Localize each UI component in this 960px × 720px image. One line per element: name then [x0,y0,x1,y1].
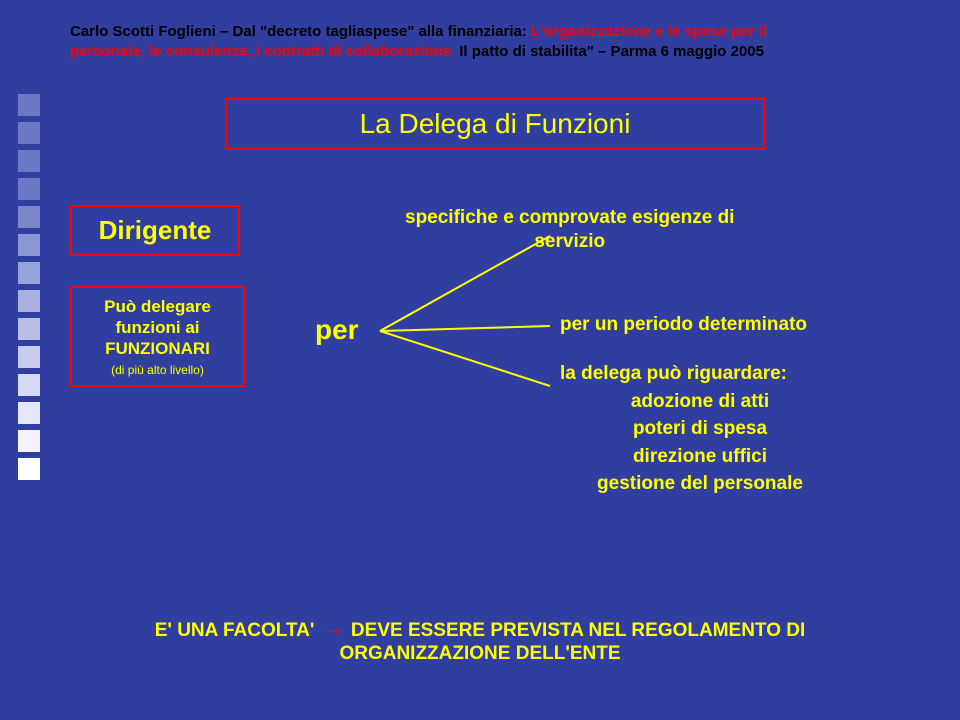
square-icon [18,458,40,480]
header-part-2a: personale, le consulenze, i contratti di… [70,43,455,60]
footer-part-d: ORGANIZZAZIONE DELL'ENTE [339,643,620,664]
footer-text: E' UNA FACOLTA' → DEVE ESSERE PREVISTA N… [0,612,960,665]
dirigente-label: Dirigente [99,215,212,245]
arrow-icon: → [320,612,346,642]
right-line-1: per un periodo determinato [560,311,840,339]
square-icon [18,290,40,312]
square-icon [18,318,40,340]
square-icon [18,262,40,284]
funz-line-1: Può delegare [78,296,237,317]
square-icon [18,150,40,172]
square-icon [18,402,40,424]
dirigente-box: Dirigente [70,205,240,256]
right-column: per un periodo determinato la delega può… [560,311,840,498]
right-line-4: poteri di spesa [560,415,840,443]
right-line-2: la delega può riguardare: [560,360,840,388]
funz-line-2: funzioni ai [78,317,237,338]
square-icon [18,430,40,452]
footer-part-b: ' [310,620,315,641]
square-icon [18,206,40,228]
right-line-3: adozione di atti [560,388,840,416]
title-text: La Delega di Funzioni [360,108,631,139]
per-label: per [315,314,359,346]
header-part-1b: L'organizzazione e le spese per il [531,23,767,40]
row-2: Può delegare funzioni ai FUNZIONARI (di … [70,286,920,388]
square-icon [18,346,40,368]
square-icon [18,122,40,144]
decorative-squares [18,94,42,486]
square-icon [18,178,40,200]
funzionari-box: Può delegare funzioni ai FUNZIONARI (di … [70,286,245,388]
header-part-1a: Carlo Scotti Foglieni – Dal "decreto tag… [70,23,531,40]
title-box: La Delega di Funzioni [225,98,765,150]
footer-part-a: E' UNA FACOLTA [155,620,310,641]
right-line-6: gestione del personale [560,470,840,498]
square-icon [18,374,40,396]
right-line-5: direzione uffici [560,443,840,471]
slide-header: Carlo Scotti Foglieni – Dal "decreto tag… [70,22,920,63]
funz-sub: (di più alto livello) [78,363,237,377]
square-icon [18,234,40,256]
slide: Carlo Scotti Foglieni – Dal "decreto tag… [0,0,960,720]
header-part-2b: Il patto di stabilita" – Parma 6 maggio … [455,43,764,60]
square-icon [18,94,40,116]
funz-line-3: FUNZIONARI [78,338,237,359]
footer-part-c: DEVE ESSERE PREVISTA NEL REGOLAMENTO DI [346,620,806,641]
